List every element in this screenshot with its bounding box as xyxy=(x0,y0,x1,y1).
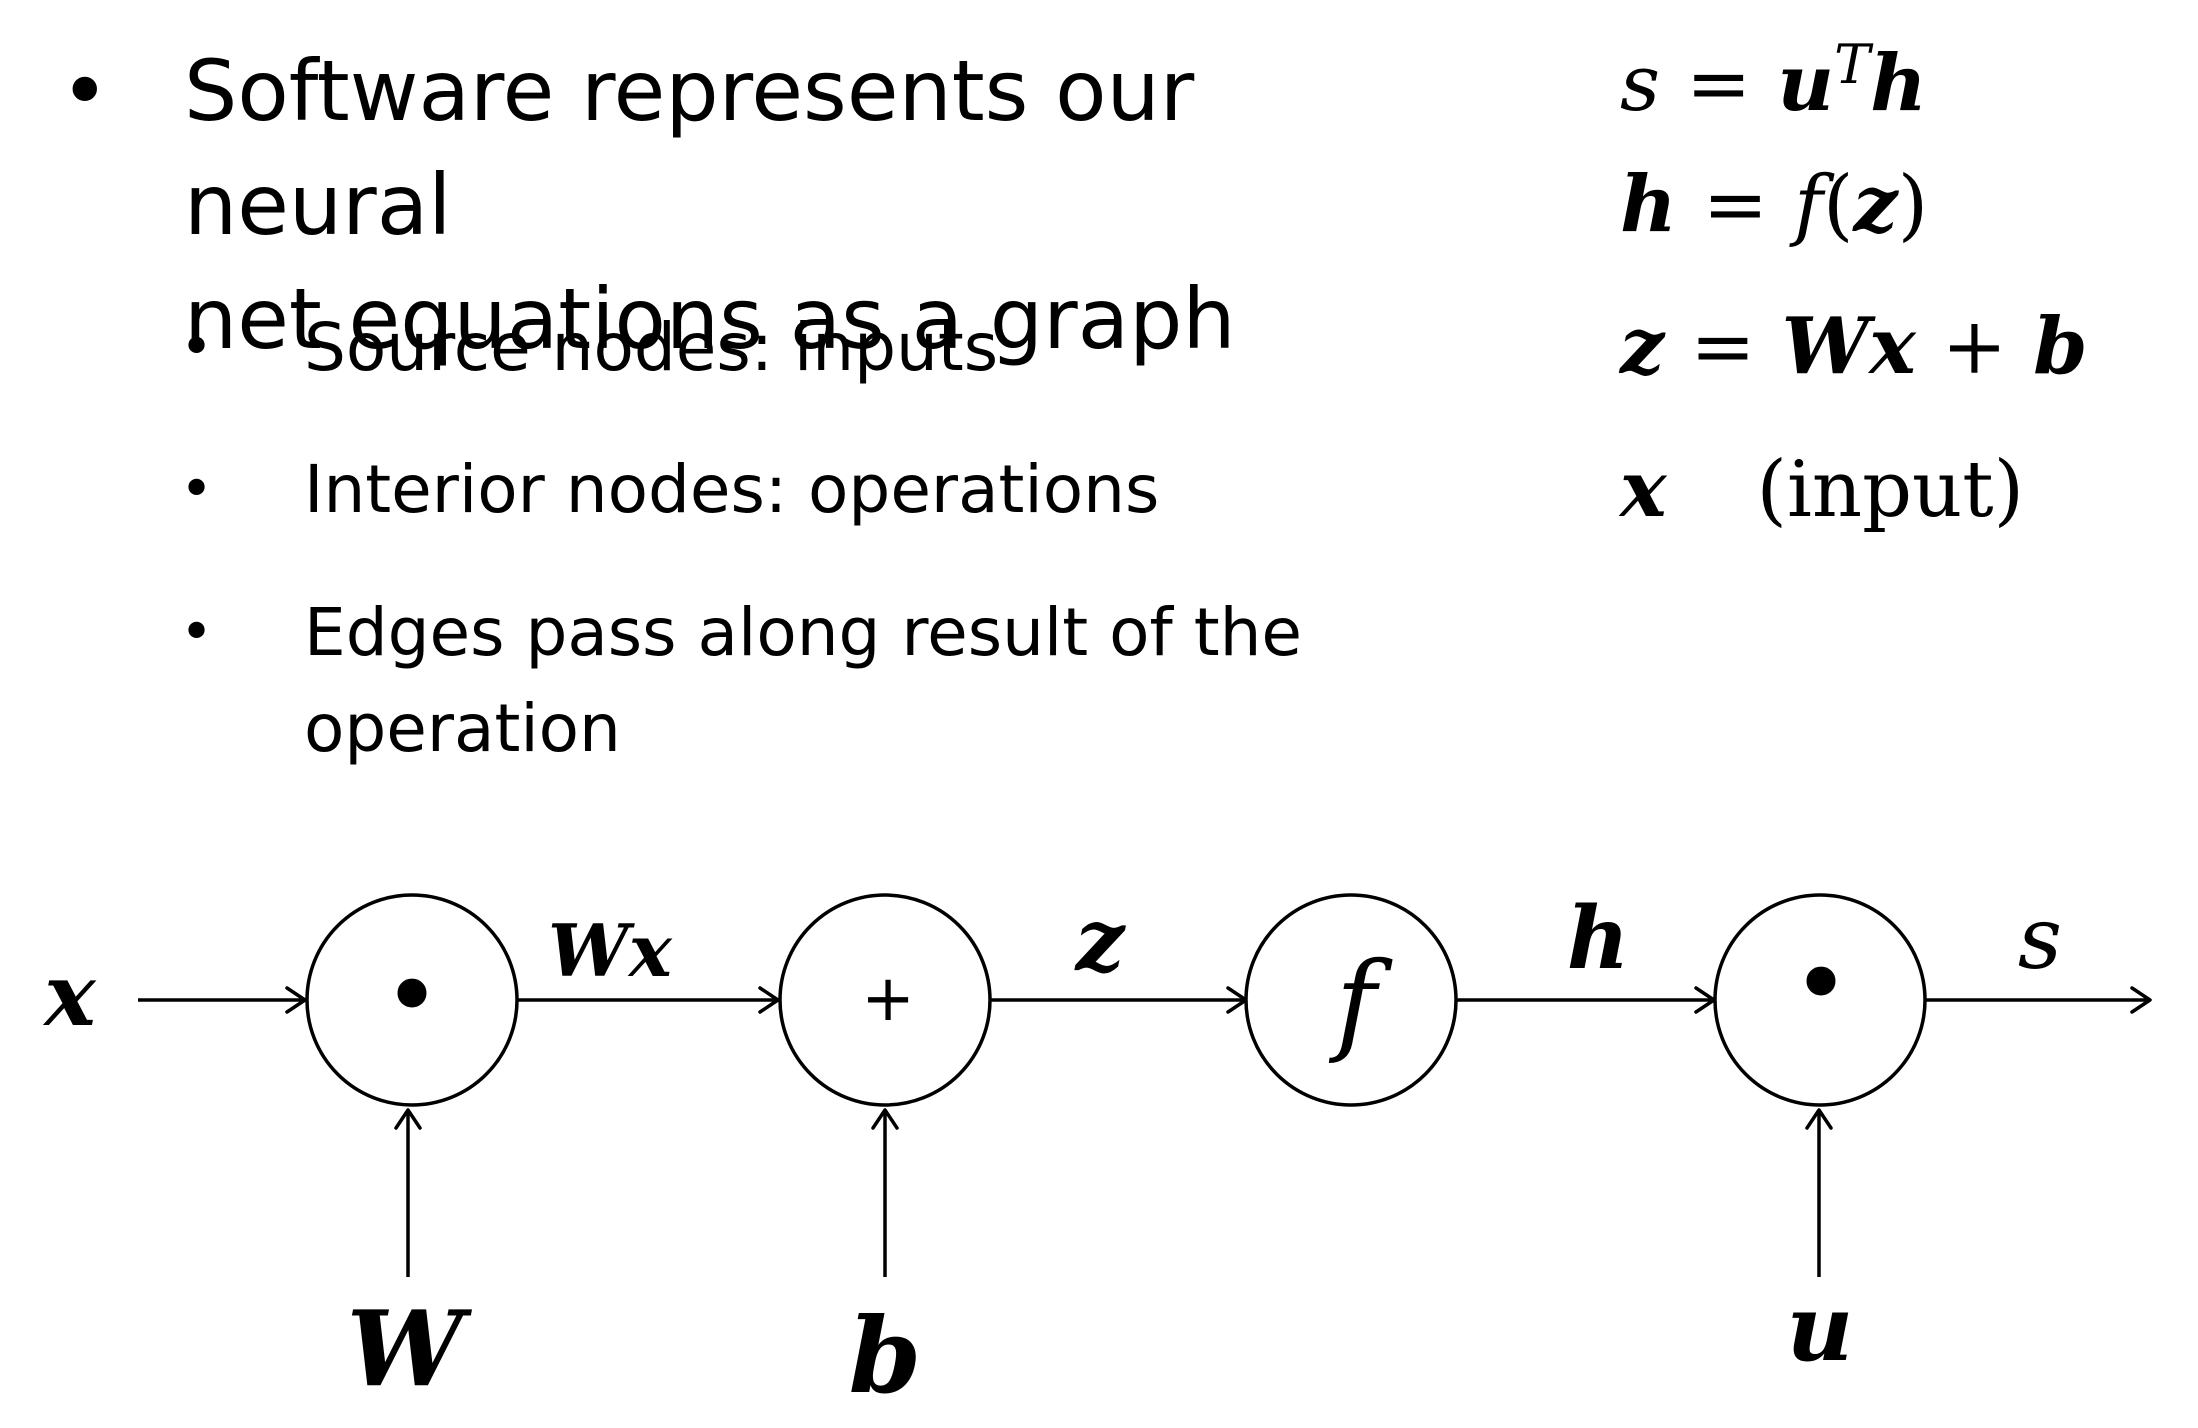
node-plus-symbol: + xyxy=(861,962,915,1036)
label-edge-wx-x: x xyxy=(627,908,673,993)
main-bullet-text: Software represents our neural net equat… xyxy=(184,34,1464,376)
sub-bullet-text: Source nodes: inputs xyxy=(304,309,999,386)
equation-h: h = f(z) xyxy=(1620,159,1929,251)
arrowhead xyxy=(394,1108,422,1130)
bullet-marker: • xyxy=(180,315,214,380)
bullet-marker: • xyxy=(60,42,110,140)
bullet-marker: • xyxy=(180,457,214,522)
main-bullet-line-2: net equations as a graph xyxy=(184,270,1236,368)
node-dot-product-1 xyxy=(305,893,519,1107)
equation-x: x (input) xyxy=(1620,444,2025,536)
sub-bullet-text: Interior nodes: operations xyxy=(304,451,1160,528)
arrowhead xyxy=(1805,1108,1833,1130)
label-edge-s: s xyxy=(2018,889,2062,989)
equation-z: z = Wx + b xyxy=(1620,301,2088,393)
label-input-W: W xyxy=(347,1287,473,1410)
arrowhead xyxy=(285,986,307,1014)
node-plus xyxy=(778,893,992,1107)
label-input-u: u xyxy=(1787,1274,1854,1382)
node-dot-1-symbol: • xyxy=(383,937,442,1054)
label-edge-h: h xyxy=(1567,888,1630,989)
node-dot-product-2 xyxy=(1713,893,1927,1107)
label-input-b: b xyxy=(849,1294,922,1417)
label-edge-wx: Wx xyxy=(548,908,673,993)
label-edge-wx-w: W xyxy=(548,908,635,993)
bullet-marker: • xyxy=(180,600,214,665)
equation-s: s = uTh xyxy=(1620,33,1927,129)
sub-bullet-text-line-2: operation xyxy=(304,690,621,767)
arrowhead xyxy=(2130,986,2152,1014)
arrowhead xyxy=(758,986,780,1014)
label-input-x: x xyxy=(42,945,97,1046)
arrowhead xyxy=(871,1108,899,1130)
label-edge-z: z xyxy=(1074,890,1127,991)
node-dot-2-symbol: • xyxy=(1792,925,1851,1042)
sub-bullet-text-line-1: Edges pass along result of the xyxy=(304,594,1303,671)
node-f xyxy=(1244,893,1458,1107)
main-bullet-line-1: Software represents our neural xyxy=(184,42,1195,254)
